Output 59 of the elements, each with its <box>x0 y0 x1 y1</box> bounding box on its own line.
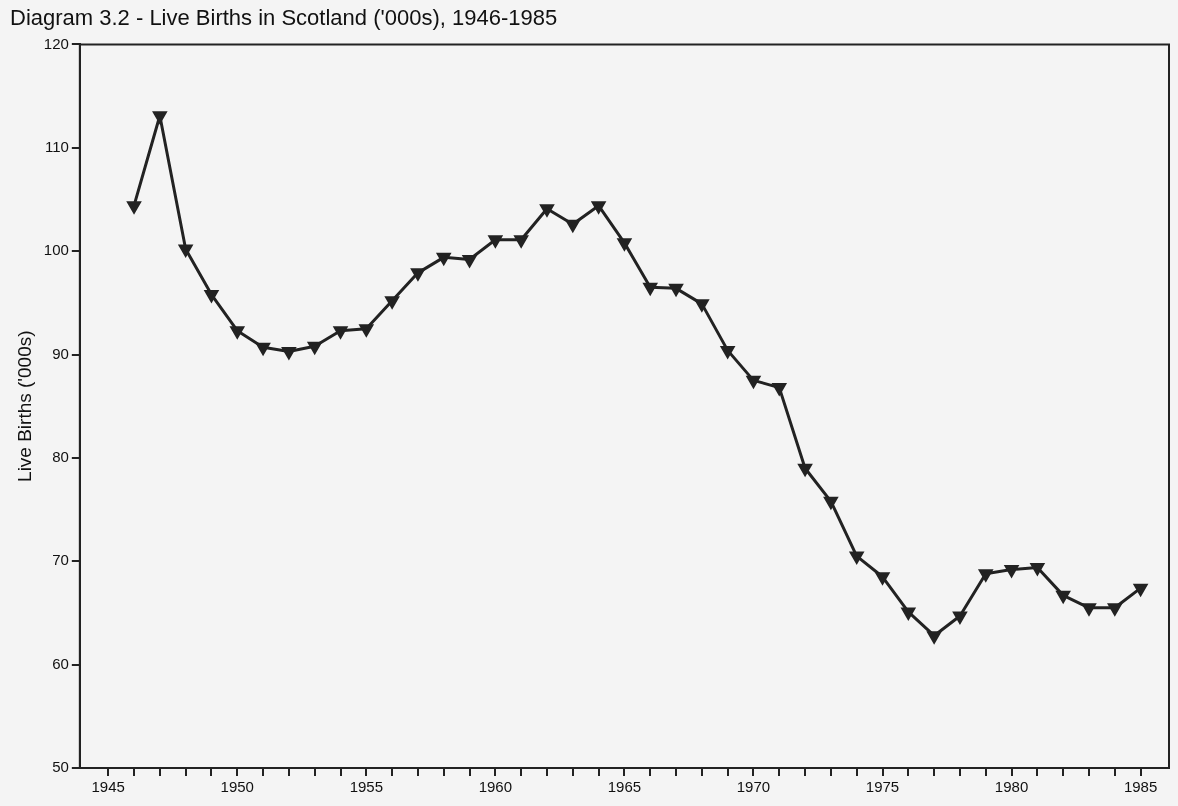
x-tick-label: 1980 <box>994 778 1029 796</box>
y-tick-label: 80 <box>52 448 69 466</box>
point <box>385 296 399 309</box>
y-tick-label: 50 <box>52 758 69 776</box>
point <box>127 201 141 214</box>
point <box>1082 603 1096 616</box>
y-tick-label: 100 <box>43 241 69 259</box>
x-tick-label: 1955 <box>349 778 383 796</box>
point <box>979 569 993 582</box>
x-tick-label: 1975 <box>865 778 900 796</box>
x-tick-label: 1960 <box>478 778 513 796</box>
point <box>359 324 374 337</box>
y-tick-label: 120 <box>43 34 69 52</box>
point <box>901 607 916 620</box>
point <box>333 326 348 339</box>
point <box>282 346 296 359</box>
point <box>772 383 786 396</box>
point <box>308 341 322 354</box>
point <box>1030 562 1045 575</box>
point <box>256 342 270 355</box>
point <box>514 235 528 248</box>
y-axis-title: Live Births ('000s) <box>13 330 35 482</box>
point <box>746 375 761 388</box>
point <box>927 631 941 644</box>
point <box>643 282 657 295</box>
point <box>669 283 683 296</box>
point <box>720 345 735 358</box>
point <box>437 252 451 265</box>
y-tick-label: 60 <box>52 654 69 672</box>
y-tick-label: 70 <box>52 551 69 569</box>
point <box>230 326 244 339</box>
point <box>488 235 503 248</box>
x-tick-label: 1950 <box>220 778 254 796</box>
point <box>953 611 967 624</box>
x-tick-label: 1965 <box>607 778 642 796</box>
point <box>1056 590 1070 603</box>
x-tick-label: 1970 <box>736 778 771 796</box>
chart-title: Diagram 3.2 - Live Births in Scotland ('000s), 1946-1985 <box>10 5 558 31</box>
point <box>566 219 580 232</box>
point <box>153 111 167 124</box>
point <box>1004 565 1019 578</box>
point <box>798 463 812 476</box>
point <box>411 268 425 281</box>
point <box>462 254 477 267</box>
point <box>204 290 219 303</box>
x-tick-label: 1945 <box>91 778 125 796</box>
point <box>591 201 606 214</box>
point <box>695 299 709 312</box>
point <box>824 496 838 509</box>
point <box>1133 583 1148 596</box>
x-tick-label: 1985 <box>1123 778 1158 796</box>
point <box>540 204 554 217</box>
point <box>850 551 864 564</box>
point <box>875 572 890 585</box>
point <box>178 244 193 257</box>
point <box>617 238 632 251</box>
y-tick-label: 90 <box>52 344 69 362</box>
point <box>1108 603 1122 616</box>
y-tick-label: 110 <box>44 137 69 155</box>
